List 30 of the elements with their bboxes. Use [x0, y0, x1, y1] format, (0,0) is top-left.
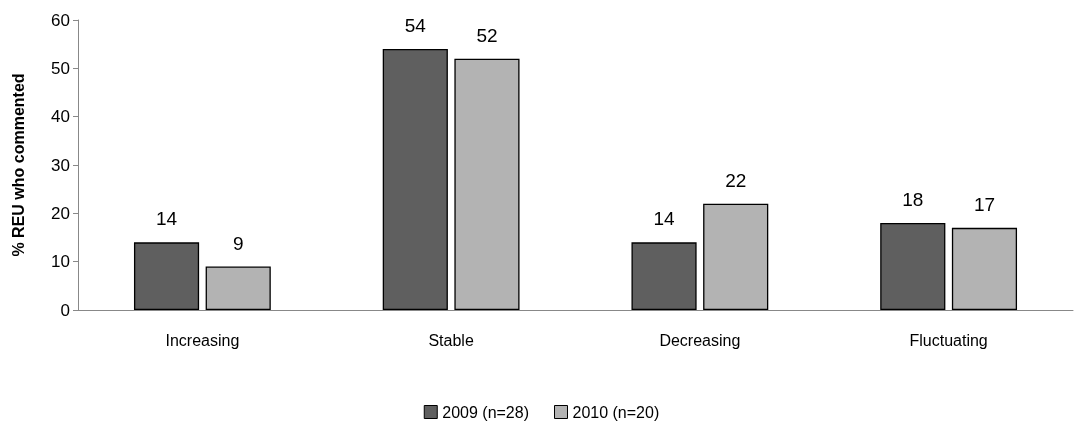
data-label: 54: [404, 15, 427, 36]
y-axis-title: % REU who commented: [9, 73, 27, 257]
bar: [951, 227, 1018, 310]
data-label: 17: [973, 193, 996, 215]
bar: [133, 242, 200, 310]
x-tick-label: Decreasing: [659, 331, 741, 349]
data-label: 52: [476, 24, 498, 46]
x-tick-label: Stable: [428, 331, 474, 349]
y-tick-label: 30: [51, 155, 70, 175]
bar: [382, 49, 448, 310]
y-tick-label: 60: [51, 10, 70, 30]
data-label: 18: [902, 189, 924, 210]
y-tick-label: 10: [51, 252, 70, 272]
legend-label: 2009 (n=28): [442, 403, 529, 421]
bar: [703, 203, 769, 310]
y-tick-label: 50: [51, 58, 70, 78]
y-tick-label: 40: [51, 107, 70, 127]
x-tick-label: Fluctuating: [909, 331, 988, 349]
x-tick-label: Increasing: [165, 331, 240, 349]
data-label: 22: [725, 169, 747, 191]
bar: [205, 266, 271, 310]
legend-label: 2010 (n=20): [572, 403, 660, 421]
bar: [454, 58, 520, 310]
data-label: 14: [653, 208, 676, 230]
bar: [631, 242, 697, 310]
y-tick-label: 20: [51, 203, 70, 223]
bar: [880, 223, 946, 310]
y-tick-label: 0: [60, 300, 70, 320]
data-label: 14: [155, 208, 178, 230]
data-label: 9: [232, 232, 244, 254]
